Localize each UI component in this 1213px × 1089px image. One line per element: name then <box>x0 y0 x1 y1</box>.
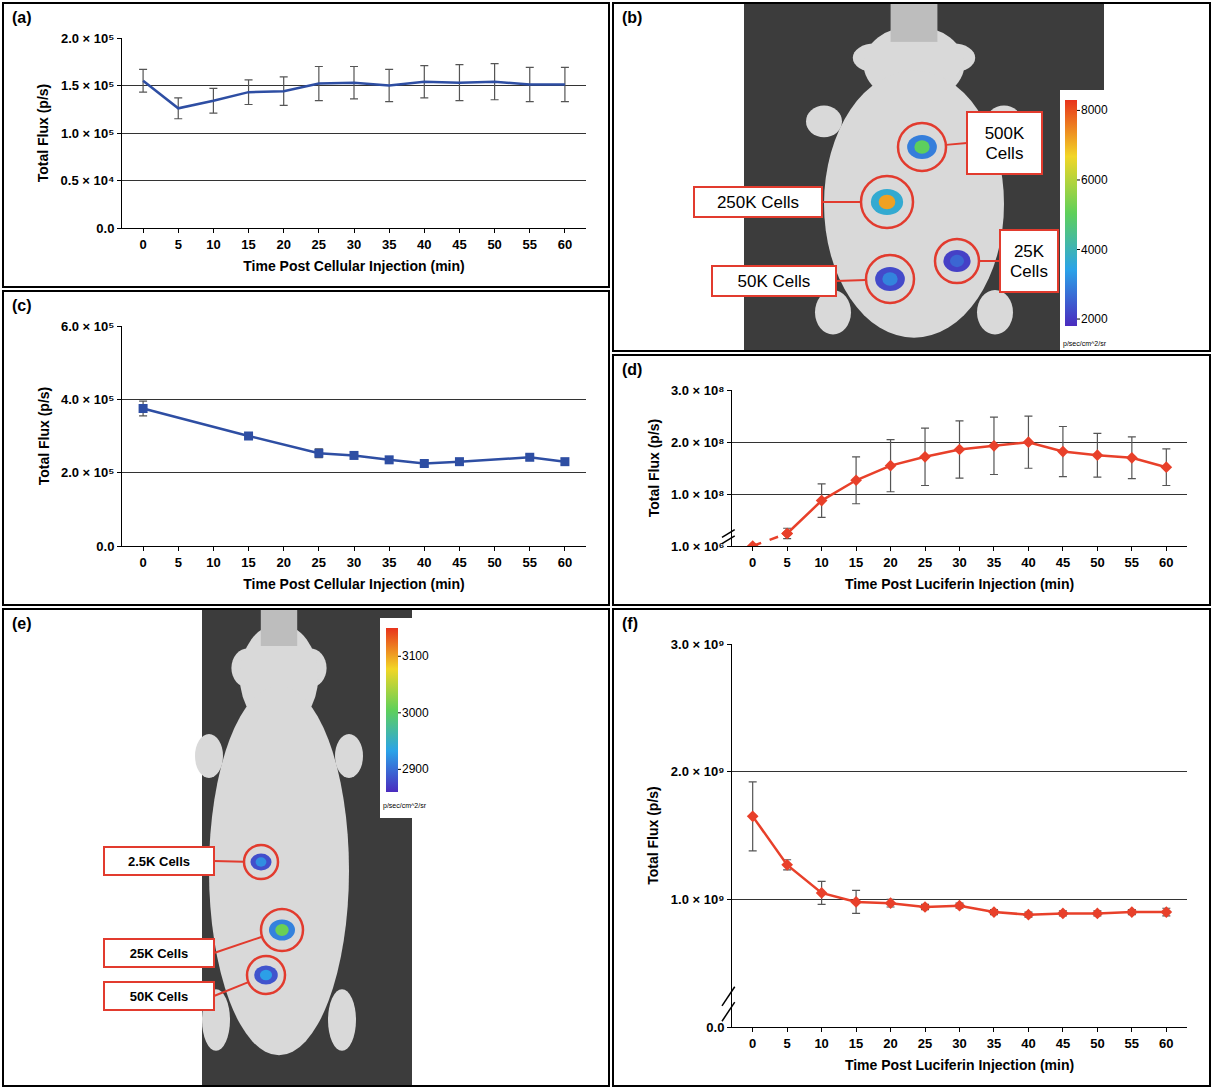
svg-text:Total Flux (p/s): Total Flux (p/s) <box>35 84 51 183</box>
svg-text:55: 55 <box>523 555 537 570</box>
svg-text:55: 55 <box>1125 1036 1139 1051</box>
svg-text:2.0 × 10⁸: 2.0 × 10⁸ <box>671 435 725 450</box>
svg-text:1.0 × 10⁹: 1.0 × 10⁹ <box>671 892 725 907</box>
svg-text:45: 45 <box>452 555 466 570</box>
html-text:(b): (b) <box>622 9 643 26</box>
svg-text:15: 15 <box>241 237 255 252</box>
svg-text:35: 35 <box>987 1036 1001 1051</box>
svg-text:60: 60 <box>558 555 572 570</box>
svg-text:Time Post Luciferin Injection: Time Post Luciferin Injection (min) <box>845 576 1074 592</box>
svg-text:4000: 4000 <box>1081 243 1108 257</box>
svg-text:4.0 × 10⁵: 4.0 × 10⁵ <box>61 392 114 407</box>
svg-text:60: 60 <box>1159 1036 1173 1051</box>
svg-text:40: 40 <box>417 555 431 570</box>
svg-text:6.0 × 10⁵: 6.0 × 10⁵ <box>61 319 114 334</box>
svg-text:3000: 3000 <box>402 706 429 720</box>
svg-text:3100: 3100 <box>402 649 429 663</box>
svg-text:25: 25 <box>312 237 326 252</box>
svg-text:15: 15 <box>849 555 863 570</box>
svg-text:1.0 × 10⁶: 1.0 × 10⁶ <box>671 539 724 554</box>
svg-text:2.0 × 10⁹: 2.0 × 10⁹ <box>671 764 725 779</box>
svg-text:Total Flux (p/s): Total Flux (p/s) <box>645 786 661 885</box>
svg-text:50: 50 <box>487 237 501 252</box>
svg-text:30: 30 <box>952 555 966 570</box>
svg-text:55: 55 <box>1125 555 1139 570</box>
svg-text:8000: 8000 <box>1081 103 1108 117</box>
svg-text:25KCells: 25KCells <box>1010 242 1048 281</box>
svg-text:30: 30 <box>952 1036 966 1051</box>
svg-text:35: 35 <box>987 555 1001 570</box>
svg-text:40: 40 <box>417 237 431 252</box>
svg-text:10: 10 <box>814 1036 828 1051</box>
svg-text:35: 35 <box>382 237 396 252</box>
svg-text:50K Cells: 50K Cells <box>130 989 189 1004</box>
svg-text:30: 30 <box>347 237 361 252</box>
svg-text:30: 30 <box>347 555 361 570</box>
svg-text:1.0 × 10⁸: 1.0 × 10⁸ <box>671 487 725 502</box>
svg-text:10: 10 <box>206 555 220 570</box>
svg-text:0: 0 <box>139 237 146 252</box>
svg-text:20: 20 <box>883 555 897 570</box>
svg-text:1.0 × 10⁵: 1.0 × 10⁵ <box>61 126 114 141</box>
svg-text:20: 20 <box>276 555 290 570</box>
svg-text:0: 0 <box>749 1036 756 1051</box>
svg-text:20: 20 <box>883 1036 897 1051</box>
svg-text:2.5K Cells: 2.5K Cells <box>128 854 190 869</box>
svg-text:Time Post Cellular Injection (: Time Post Cellular Injection (min) <box>243 576 464 592</box>
svg-text:45: 45 <box>1056 1036 1070 1051</box>
html-text:(f): (f) <box>622 615 638 632</box>
svg-text:0.5 × 10⁴: 0.5 × 10⁴ <box>61 173 115 188</box>
svg-text:40: 40 <box>1021 555 1035 570</box>
svg-text:5: 5 <box>175 237 182 252</box>
svg-text:3.0 × 10⁸: 3.0 × 10⁸ <box>671 383 725 398</box>
svg-text:40: 40 <box>1021 1036 1035 1051</box>
svg-text:Time Post Cellular Injection (: Time Post Cellular Injection (min) <box>243 258 464 274</box>
svg-text:15: 15 <box>241 555 255 570</box>
html-text:(a): (a) <box>12 9 32 26</box>
svg-text:10: 10 <box>206 237 220 252</box>
svg-text:250K Cells: 250K Cells <box>717 193 799 212</box>
svg-text:25K Cells: 25K Cells <box>130 946 189 961</box>
svg-text:50: 50 <box>1090 1036 1104 1051</box>
svg-text:2.0 × 10⁵: 2.0 × 10⁵ <box>61 465 114 480</box>
svg-text:2000: 2000 <box>1081 312 1108 326</box>
svg-text:25: 25 <box>312 555 326 570</box>
svg-text:55: 55 <box>523 237 537 252</box>
svg-text:35: 35 <box>382 555 396 570</box>
svg-text:0.0: 0.0 <box>96 221 114 236</box>
html-text:(e): (e) <box>12 615 32 632</box>
svg-text:45: 45 <box>452 237 466 252</box>
svg-text:6000: 6000 <box>1081 173 1108 187</box>
svg-text:5: 5 <box>784 555 791 570</box>
html-text:(c): (c) <box>12 297 32 314</box>
svg-text:0: 0 <box>139 555 146 570</box>
svg-text:2900: 2900 <box>402 762 429 776</box>
svg-text:60: 60 <box>558 237 572 252</box>
svg-text:10: 10 <box>814 555 828 570</box>
svg-text:50: 50 <box>1090 555 1104 570</box>
svg-text:0.0: 0.0 <box>96 539 114 554</box>
svg-text:20: 20 <box>276 237 290 252</box>
html-text:(d): (d) <box>622 361 643 378</box>
svg-text:Total Flux (p/s): Total Flux (p/s) <box>646 419 662 518</box>
svg-text:45: 45 <box>1056 555 1070 570</box>
svg-text:25: 25 <box>918 555 932 570</box>
svg-text:5: 5 <box>175 555 182 570</box>
svg-text:5: 5 <box>784 1036 791 1051</box>
svg-text:50K Cells: 50K Cells <box>738 272 811 291</box>
svg-text:p/sec/cm^2/sr: p/sec/cm^2/sr <box>383 802 427 810</box>
svg-text:15: 15 <box>849 1036 863 1051</box>
svg-text:3.0 × 10⁹: 3.0 × 10⁹ <box>671 637 725 652</box>
svg-text:0.0: 0.0 <box>706 1020 724 1035</box>
svg-text:Time Post Luciferin Injection: Time Post Luciferin Injection (min) <box>845 1057 1074 1073</box>
svg-text:Total Flux (p/s): Total Flux (p/s) <box>36 387 52 486</box>
svg-text:p/sec/cm^2/sr: p/sec/cm^2/sr <box>1063 340 1107 348</box>
svg-text:60: 60 <box>1159 555 1173 570</box>
svg-text:1.5 × 10⁵: 1.5 × 10⁵ <box>61 78 114 93</box>
svg-text:50: 50 <box>487 555 501 570</box>
svg-text:2.0 × 10⁵: 2.0 × 10⁵ <box>61 31 114 46</box>
svg-text:500KCells: 500KCells <box>985 124 1025 163</box>
svg-text:25: 25 <box>918 1036 932 1051</box>
svg-text:0: 0 <box>749 555 756 570</box>
